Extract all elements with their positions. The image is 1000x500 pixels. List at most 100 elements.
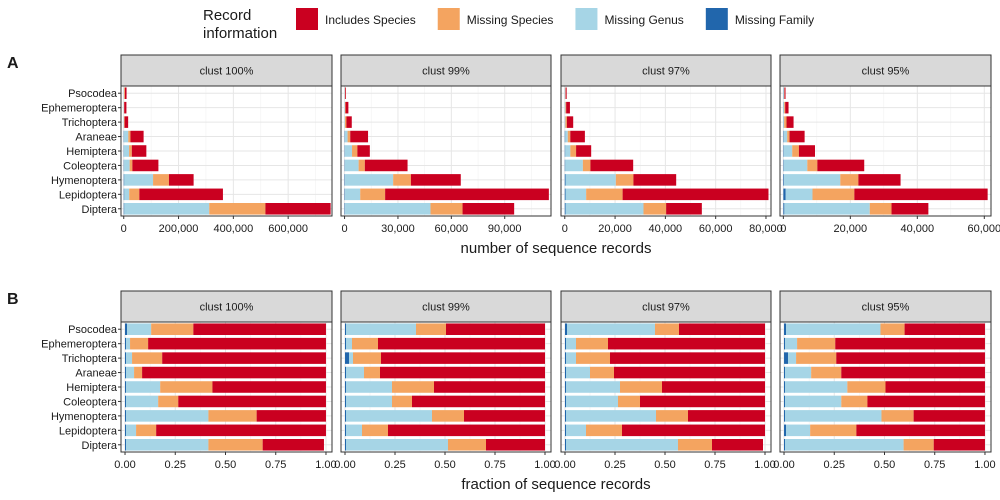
bar-trichoptera-missing-genus (564, 116, 566, 128)
bar-psocodea-includes-species (446, 323, 545, 335)
bar-ephemeroptera-missing-family (784, 337, 786, 350)
bar-psocodea-missing-genus (786, 323, 881, 335)
bar-trichoptera-missing-species (565, 116, 567, 128)
chart-panels: A Psocodea Ephemeroptera Trichoptera Araneae… (7, 54, 1000, 493)
bar-coleoptera-missing-genus (785, 395, 842, 408)
bar-coleoptera-missing-genus (565, 159, 583, 172)
bar-hemiptera-missing-genus (126, 381, 161, 393)
facet-title: clust 95% (862, 302, 910, 314)
bar-ephemeroptera-missing-genus (783, 101, 785, 114)
x-tick-label: 0.50 (434, 459, 455, 471)
x-tick-label: 60,000 (435, 223, 469, 235)
bar-psocodea-missing-family (565, 323, 567, 335)
bar-trichoptera-missing-species (345, 116, 347, 128)
bar-ephemeroptera-includes-species (148, 337, 326, 350)
panel-b: B Psocodea Ephemeroptera Trichoptera Araneae… (7, 290, 996, 493)
bar-lepidoptera-missing-family (565, 424, 566, 437)
bar-hymenoptera-missing-genus (784, 174, 841, 186)
bar-psocodea-missing-genus (346, 323, 416, 335)
facet-clust-97: clust 97% 0 20,000 40,000 60,000 80,000 (560, 54, 783, 235)
bar-araneae-missing-genus (124, 130, 129, 143)
bar-coleoptera-missing-family (345, 395, 346, 408)
bar-araneae-missing-family (784, 366, 786, 379)
bar-ephemeroptera-includes-species (566, 101, 570, 114)
bar-hemiptera-missing-genus (783, 145, 793, 157)
bar-hemiptera-missing-species (352, 145, 358, 157)
bar-coleoptera-missing-species (358, 159, 365, 172)
bar-ephemeroptera-includes-species (124, 101, 127, 114)
facet-title: clust 100% (200, 66, 254, 78)
facet-clust-99: clust 99% 0 30,000 60,000 90,000 (340, 54, 552, 235)
x-tick-label: 1.00 (315, 459, 336, 471)
x-tick-label: 0.50 (215, 459, 236, 471)
x-tick-label: 80,000 (749, 223, 783, 235)
bar-ephemeroptera-missing-species (130, 337, 149, 350)
bar-hemiptera-missing-genus (565, 145, 571, 157)
bar-hymenoptera-missing-genus (785, 410, 882, 422)
bar-hemiptera-missing-species (792, 145, 799, 157)
bar-diptera-missing-family (564, 203, 566, 215)
bar-diptera-missing-family (344, 203, 346, 215)
category-label-trichoptera: Trichoptera (62, 117, 118, 129)
category-label-diptera: Diptera (82, 204, 118, 216)
facet-title: clust 100% (200, 302, 254, 314)
bar-hymenoptera-missing-species (615, 174, 634, 186)
bar-trichoptera-missing-species (576, 352, 610, 364)
bar-ephemeroptera-missing-family (565, 337, 566, 350)
bar-hymenoptera-includes-species (858, 174, 901, 186)
category-label-hymenoptera: Hymenoptera (51, 411, 118, 423)
bar-hymenoptera-missing-family (123, 174, 125, 186)
bar-diptera-missing-family (783, 203, 785, 215)
bar-psocodea-includes-species (124, 87, 127, 99)
bar-ephemeroptera-includes-species (608, 337, 765, 350)
bar-hymenoptera-missing-species (153, 174, 169, 186)
bar-lepidoptera-missing-species (812, 188, 855, 201)
x-tick-label: 60,000 (699, 223, 733, 235)
x-tick-label: 200,000 (159, 223, 199, 235)
bar-hymenoptera-includes-species (410, 174, 461, 186)
category-label-trichoptera: Trichoptera (62, 353, 118, 365)
bar-hemiptera-missing-species (620, 381, 662, 393)
bar-araneae-missing-species (134, 366, 143, 379)
bar-lepidoptera-missing-family (345, 424, 346, 437)
bar-diptera-includes-species (891, 203, 929, 215)
bar-diptera-missing-species (448, 439, 486, 451)
bar-diptera-missing-species (678, 439, 712, 451)
bar-coleoptera-missing-species (807, 159, 818, 172)
bar-ephemeroptera-missing-genus (346, 337, 352, 350)
bar-trichoptera-missing-genus (126, 352, 133, 364)
bar-trichoptera-missing-species (796, 352, 837, 364)
x-tick-label: 0.00 (334, 459, 355, 471)
x-tick-label: 20,000 (834, 223, 868, 235)
x-tick-label: 30,000 (381, 223, 415, 235)
legend-title-line: information (203, 25, 277, 42)
x-tick-label: 600,000 (268, 223, 308, 235)
bar-coleoptera-missing-species (618, 395, 640, 408)
bar-psocodea-includes-species (784, 87, 786, 99)
bar-trichoptera-missing-family (565, 352, 566, 364)
bar-coleoptera-missing-family (564, 159, 566, 172)
bar-hymenoptera-includes-species (633, 174, 677, 186)
bar-lepidoptera-missing-genus (565, 188, 587, 201)
bar-hymenoptera-includes-species (168, 174, 194, 186)
bar-hymenoptera-missing-species (208, 410, 257, 422)
x-axis-title: fraction of sequence records (461, 476, 650, 493)
bar-hemiptera-includes-species (662, 381, 765, 393)
bar-diptera-missing-species (209, 203, 266, 215)
bar-trichoptera-includes-species (381, 352, 545, 364)
bar-psocodea-missing-family (784, 323, 787, 335)
facet-strip (340, 290, 552, 323)
bar-trichoptera-missing-genus (788, 352, 797, 364)
bar-hymenoptera-missing-family (564, 174, 566, 186)
x-tick-label: 0 (562, 223, 568, 235)
facet-clust-100: clust 100% 0.00 0.25 0.50 0.75 1.00 (114, 290, 337, 471)
bar-hymenoptera-missing-family (784, 410, 786, 422)
bar-trichoptera-includes-species (836, 352, 985, 364)
bar-diptera-missing-genus (345, 203, 431, 215)
x-tick-label: 0.50 (874, 459, 895, 471)
bar-diptera-missing-species (430, 203, 463, 215)
bar-diptera-includes-species (933, 439, 985, 451)
bar-trichoptera-includes-species (610, 352, 765, 364)
bar-trichoptera-missing-genus (783, 116, 785, 128)
bar-hemiptera-missing-species (847, 381, 886, 393)
